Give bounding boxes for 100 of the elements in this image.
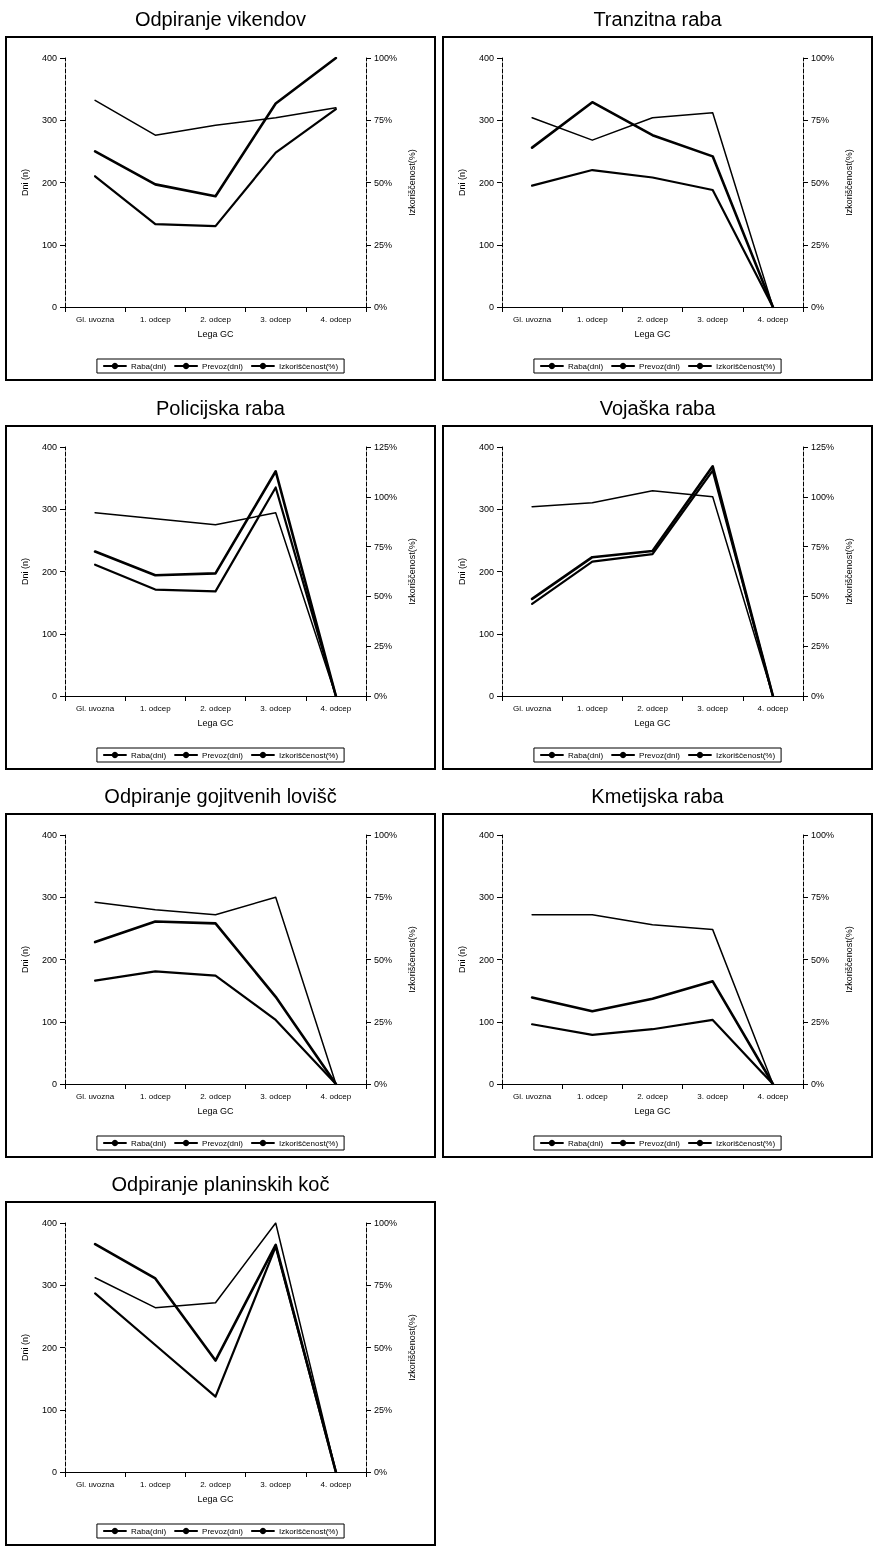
y-tick-label: 300 — [41, 892, 57, 903]
x-tick-label: 1. odcep — [139, 1479, 172, 1489]
y-tick-label: 400 — [478, 53, 494, 63]
y2-tick-label: 25% — [374, 1404, 393, 1415]
y2-axis-title: Izkoriščenost(%) — [407, 149, 418, 216]
legend-label: Izkoriščenost(%) — [278, 1138, 339, 1148]
x-tick-label: 1. odcep — [576, 1091, 609, 1101]
x-tick-label: 4. odcep — [757, 1091, 789, 1101]
y2-tick-label: 0% — [374, 691, 388, 701]
legend-label: Prevoz(dni) — [202, 750, 244, 760]
y2-tick-label: 0% — [811, 691, 825, 701]
x-tick-label: 3. odcep — [260, 1091, 292, 1101]
x-tick-label: Gl. uvozna — [75, 703, 115, 713]
y2-axis-title: Izkoriščenost(%) — [407, 1314, 418, 1381]
legend-label: Prevoz(dni) — [639, 750, 681, 760]
x-tick-label: Gl. uvozna — [512, 314, 552, 324]
y2-tick-label: 50% — [374, 1342, 393, 1353]
y-axis-title: Dni (n) — [19, 168, 30, 197]
y2-tick-label: 125% — [811, 442, 835, 452]
y2-axis-title: Izkoriščenost(%) — [407, 926, 418, 993]
y2-tick-label: 75% — [811, 115, 830, 126]
y-tick-label: 300 — [478, 504, 494, 515]
y2-tick-label: 75% — [811, 892, 830, 903]
legend-label: Prevoz(dni) — [202, 361, 244, 371]
y-tick-label: 400 — [478, 442, 494, 452]
y2-tick-label: 50% — [811, 954, 830, 965]
y-tick-label: 0 — [51, 1079, 57, 1089]
x-tick-label: Gl. uvozna — [75, 1479, 115, 1489]
x-tick-label: Gl. uvozna — [75, 314, 115, 324]
y-tick-label: 400 — [41, 53, 57, 63]
y-tick-label: 0 — [51, 302, 57, 312]
legend-label: Izkoriščenost(%) — [715, 361, 776, 371]
y2-tick-label: 0% — [374, 1467, 388, 1477]
legend-label: Raba(dni) — [567, 750, 604, 760]
legend-label: Prevoz(dni) — [639, 361, 681, 371]
x-tick-label: 4. odcep — [320, 314, 352, 324]
y2-tick-label: 50% — [811, 177, 830, 188]
y2-tick-label: 100% — [811, 491, 835, 502]
legend-label: Raba(dni) — [567, 1138, 604, 1148]
y-tick-label: 100 — [41, 239, 57, 250]
legend-label: Prevoz(dni) — [202, 1526, 244, 1536]
x-axis-title: Lega GC — [197, 1105, 235, 1116]
legend-label: Raba(dni) — [130, 1138, 167, 1148]
x-tick-label: 4. odcep — [757, 314, 789, 324]
y2-tick-label: 25% — [374, 239, 393, 250]
x-tick-label: 3. odcep — [697, 314, 729, 324]
legend-label: Izkoriščenost(%) — [278, 1526, 339, 1536]
y2-tick-label: 0% — [811, 302, 825, 312]
y2-tick-label: 100% — [374, 1218, 398, 1228]
legend-label: Prevoz(dni) — [639, 1138, 681, 1148]
y-tick-label: 300 — [41, 115, 57, 126]
y-tick-label: 200 — [478, 566, 494, 577]
x-axis-title: Lega GC — [197, 717, 235, 728]
x-tick-label: 2. odcep — [200, 1479, 232, 1489]
y-tick-label: 0 — [488, 691, 494, 701]
chart-title: Policijska raba — [156, 397, 286, 419]
y2-tick-label: 100% — [374, 830, 398, 840]
x-tick-label: 2. odcep — [637, 314, 669, 324]
x-tick-label: 3. odcep — [260, 314, 292, 324]
y2-tick-label: 75% — [374, 115, 393, 126]
y2-tick-label: 25% — [374, 1016, 393, 1027]
y2-tick-label: 75% — [811, 541, 830, 552]
y2-axis-title: Izkoriščenost(%) — [844, 149, 855, 216]
y-axis-title: Dni (n) — [456, 557, 467, 586]
y-axis-title: Dni (n) — [456, 945, 467, 974]
y-tick-label: 100 — [478, 1016, 494, 1027]
y2-tick-label: 100% — [811, 830, 835, 840]
x-axis-title: Lega GC — [634, 328, 672, 339]
x-tick-label: 3. odcep — [697, 703, 729, 713]
y-tick-label: 300 — [478, 892, 494, 903]
legend-label: Raba(dni) — [130, 750, 167, 760]
y-tick-label: 100 — [41, 628, 57, 639]
x-axis-title: Lega GC — [634, 717, 672, 728]
x-tick-label: 3. odcep — [260, 703, 292, 713]
y-tick-label: 300 — [41, 504, 57, 515]
chart-title: Odpiranje vikendov — [134, 8, 307, 30]
x-tick-label: 1. odcep — [139, 703, 172, 713]
y2-tick-label: 50% — [811, 591, 830, 602]
y-tick-label: 200 — [41, 177, 57, 188]
x-tick-label: 2. odcep — [637, 703, 669, 713]
y-tick-label: 200 — [41, 566, 57, 577]
x-tick-label: 4. odcep — [320, 703, 352, 713]
y-tick-label: 0 — [488, 1079, 494, 1089]
legend-label: Izkoriščenost(%) — [278, 750, 339, 760]
y2-tick-label: 125% — [374, 442, 398, 452]
y2-tick-label: 50% — [374, 177, 393, 188]
y-tick-label: 300 — [41, 1280, 57, 1291]
x-tick-label: 2. odcep — [637, 1091, 669, 1101]
y2-tick-label: 25% — [374, 641, 393, 652]
y-tick-label: 200 — [478, 177, 494, 188]
legend-label: Prevoz(dni) — [202, 1138, 244, 1148]
y2-tick-label: 25% — [811, 1016, 830, 1027]
legend-label: Izkoriščenost(%) — [715, 750, 776, 760]
x-tick-label: 3. odcep — [260, 1479, 292, 1489]
y2-axis-title: Izkoriščenost(%) — [844, 538, 855, 605]
y-axis-title: Dni (n) — [19, 1333, 30, 1362]
y-tick-label: 0 — [51, 1467, 57, 1477]
y-axis-title: Dni (n) — [19, 557, 30, 586]
y2-tick-label: 75% — [374, 1280, 393, 1291]
x-axis-title: Lega GC — [634, 1105, 672, 1116]
